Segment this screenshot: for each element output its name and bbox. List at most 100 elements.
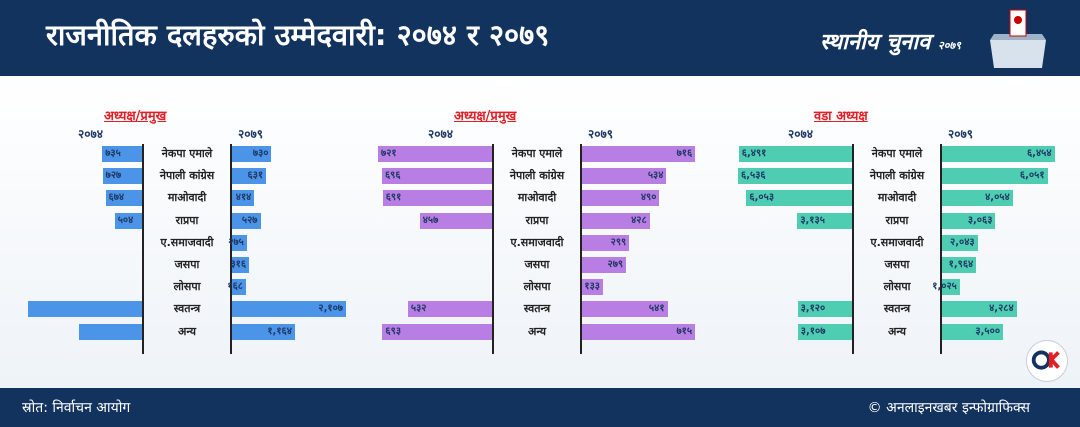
value-label: ४,२८४ [989,303,1014,315]
bar-2074: ६९६ [381,168,492,185]
value-label: ६३१ [247,170,264,182]
category-label: जसपा [524,258,550,271]
value-label: ४५७ [422,214,439,226]
value-label: ४१४ [235,192,252,204]
bar-2079: ५२७ [232,212,261,229]
value-label: ५२७ [241,214,258,226]
bar-2079: २७५ [228,234,247,251]
bar-2079: ५३४ [582,168,667,185]
value-label: ५४१ [648,303,665,315]
value-label: ७३५ [105,148,121,159]
category-label: ए.समाजवादी [160,235,214,249]
category-label: राप्रपा [885,213,909,227]
value-label: ५०४ [117,214,134,226]
year-label-left: २०७४ [428,127,453,141]
bar-2079: २,०४३ [942,234,978,251]
bar-2079: २,१०७ [232,301,346,318]
category-label: अन्य [527,324,547,338]
category-label: माओवादी [167,191,207,205]
year-label-left: २०७४ [78,127,103,141]
bar-2079: १,९६४ [942,257,977,273]
value-label: १,९६४ [948,259,974,270]
bar-2079: ६,०५१ [942,168,1048,185]
value-label: ६९३ [385,325,402,337]
bar-2074: ७३५ [102,146,142,162]
category-label: नेकपा एमाले [161,147,213,160]
bar-2074: ३,१३५ [797,212,852,229]
value-label: ३१६ [230,259,247,270]
bar-2074: ७२७ [102,168,142,185]
category-label: अन्य [887,324,907,338]
bar-2074: ३,१०७ [797,323,852,340]
value-label: १,१६४ [267,325,292,337]
panel-mayor-1: अध्यक्ष/प्रमुख २०७४ २०७९ नेकपा एमाले ७३५ ७३० न… [24,106,364,354]
bar-2079: ६३१ [232,168,267,185]
category-label: माओवादी [517,191,557,205]
bar-2079: १,०२५ [932,279,960,296]
year-label-left: २०७४ [788,127,813,141]
bar-2079: ७३० [232,146,272,162]
bar-2074: ६९३ [382,323,492,340]
value-label: ५३२ [410,303,427,315]
chart-title: अध्यक्ष/प्रमुख [104,109,167,124]
bar-2074 [28,301,142,318]
value-label: ६७४ [108,192,125,204]
bar-2079: २७९ [582,257,627,273]
value-label: ४९० [640,192,657,204]
year-label-right: २०७९ [588,127,613,141]
brand-text: स्थानीय चुनाव [820,30,931,55]
value-label: २७९ [607,259,624,270]
bar-2079: ४,०५४ [942,190,1013,207]
value-label: ६,४५४ [1026,148,1052,159]
value-label: २९९ [610,236,627,248]
category-label: नेपाली कांग्रेस [509,169,565,183]
category-label: लोसपा [523,280,551,294]
category-label: ए.समाजवादी [870,235,924,249]
value-label: १६८ [227,281,243,293]
footer-bar: स्रोत: निर्वाचन आयोग © अनलाइनखबर इन्फोग्… [0,388,1080,427]
bar-2079: ७१६ [582,146,696,162]
chart-title: वडा अध्यक्ष [814,109,868,124]
bar-2074 [79,323,142,340]
bar-2079: ५४१ [582,301,668,318]
category-label: अन्य [177,324,197,338]
category-label: स्वतन्त्र [173,302,201,316]
bar-2079: १,१६४ [232,323,295,340]
page-title: राजनीतिक दलहरुको उम्मेदवारी: २०७४ र २०७९ [46,18,550,52]
bar-2074: ७२१ [378,146,492,162]
chart-title: अध्यक्ष/प्रमुख [454,109,517,124]
category-label: जसपा [884,258,910,271]
bar-2079: ४,२८४ [942,301,1017,318]
value-label: ६,०५१ [1019,170,1045,182]
bar-2079: ४२८ [582,212,650,229]
bar-2074: ५०४ [114,212,142,229]
value-label: ६९१ [385,192,402,204]
bar-2074: ६,५३६ [738,168,852,185]
category-label: माओवादी [877,191,917,205]
category-label: नेकपा एमाले [871,147,923,160]
bar-2079: ७१५ [582,323,696,340]
bar-2079: ३,०६३ [942,212,996,229]
category-label: नेकपा एमाले [511,147,563,160]
axis-line-left [852,144,854,354]
category-label: स्वतन्त्र [883,302,911,316]
bar-2079: ३१६ [230,257,250,273]
axis-line-right [580,144,582,354]
value-label: २,१०७ [318,303,343,315]
value-label: २७५ [228,236,244,248]
year-label-right: २०७९ [948,127,973,141]
bar-2079: ४१४ [232,190,255,207]
category-label: जसपा [174,258,200,271]
bar-2074: ५३२ [407,301,492,318]
axis-line-right [230,144,232,354]
value-label: ७१६ [676,148,693,159]
value-label: ७३० [252,148,269,159]
value-label: ३,१२० [800,303,826,315]
bar-2079: ६,४५४ [942,146,1055,162]
value-label: ३,५०० [975,325,1001,337]
value-label: ४,०५४ [985,192,1010,204]
value-label: ७१५ [676,325,693,337]
header-banner: राजनीतिक दलहरुको उम्मेदवारी: २०७४ र २०७९… [0,0,1080,76]
onlinekhabar-logo-icon [1026,340,1068,382]
value-label: ६,४९१ [741,148,767,159]
